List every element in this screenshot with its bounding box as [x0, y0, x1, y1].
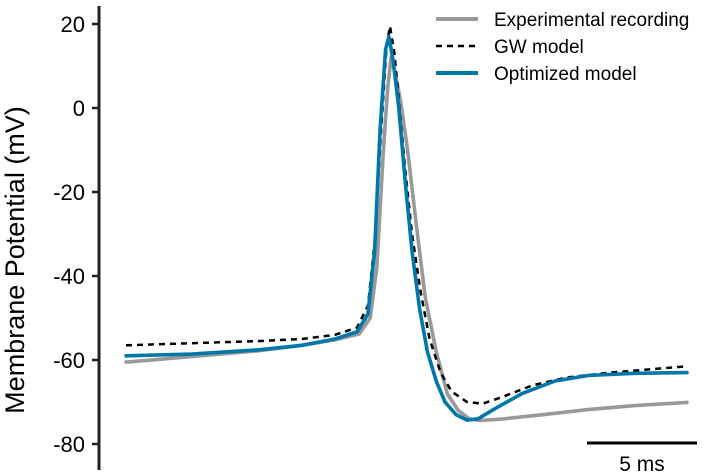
series-lines — [124, 24, 689, 423]
scale-bar-label: 5 ms — [619, 453, 665, 475]
y-tick-label: 0 — [73, 96, 85, 121]
legend-label: Optimized model — [494, 64, 637, 85]
y-tick-label: -40 — [53, 264, 85, 289]
legend: Experimental recording GW model Optimized … — [436, 10, 689, 85]
y-axis: 20 0 -20 -40 -60 -80 — [53, 6, 101, 470]
time-scale-bar: 5 ms — [587, 441, 697, 475]
series-line-0 — [124, 55, 689, 423]
series-line-2 — [124, 34, 689, 422]
legend-label: GW model — [494, 37, 584, 58]
legend-label: Experimental recording — [494, 10, 689, 31]
y-tick-label: -80 — [53, 432, 85, 457]
series-line-1 — [125, 24, 688, 405]
y-tick-label: -20 — [53, 180, 85, 205]
y-axis-label: Membrane Potential (mV) — [0, 106, 30, 414]
y-tick-label: 20 — [61, 12, 85, 37]
y-tick-label: -60 — [53, 348, 85, 373]
